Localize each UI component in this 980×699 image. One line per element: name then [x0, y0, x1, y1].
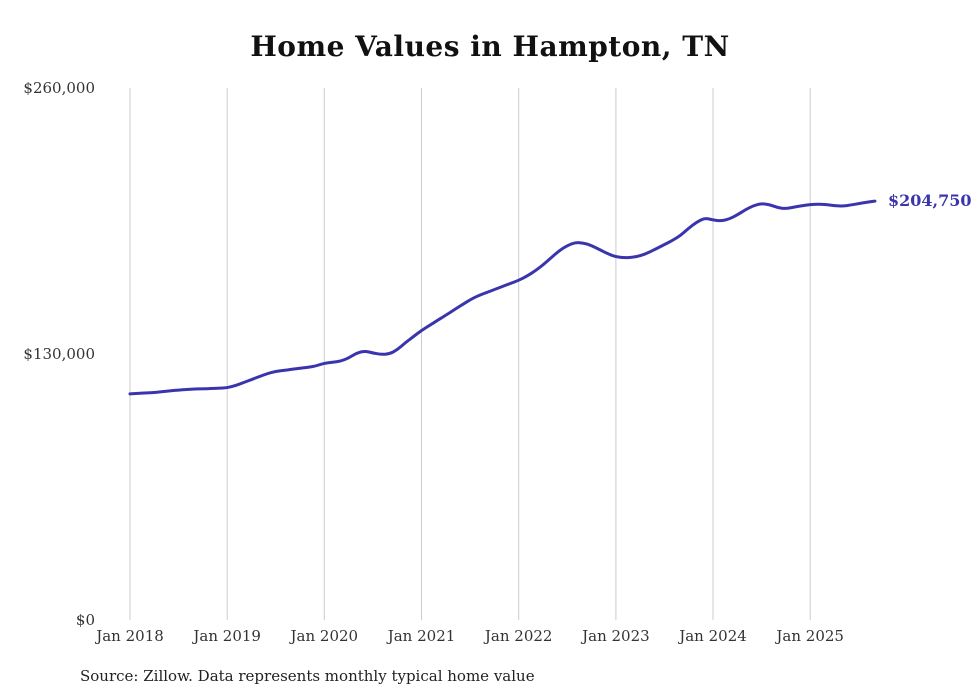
source-note: Source: Zillow. Data represents monthly …: [80, 667, 535, 685]
y-axis-tick-label: $130,000: [23, 345, 95, 363]
x-axis-tick-label: Jan 2021: [386, 627, 456, 645]
x-axis-tick-label: Jan 2023: [580, 627, 650, 645]
x-axis-tick-label: Jan 2024: [677, 627, 747, 645]
x-axis-tick-label: Jan 2018: [94, 627, 164, 645]
chart-title: Home Values in Hampton, TN: [250, 30, 730, 63]
end-value-label: $204,750: [888, 191, 972, 210]
x-axis-tick-label: Jan 2025: [774, 627, 844, 645]
y-axis-tick-label: $260,000: [23, 79, 95, 97]
x-axis-tick-label: Jan 2019: [191, 627, 261, 645]
y-axis-tick-label: $0: [76, 611, 95, 629]
x-axis-tick-label: Jan 2020: [289, 627, 359, 645]
home-value-line: [128, 199, 877, 396]
x-axis-tick-label: Jan 2022: [483, 627, 553, 645]
